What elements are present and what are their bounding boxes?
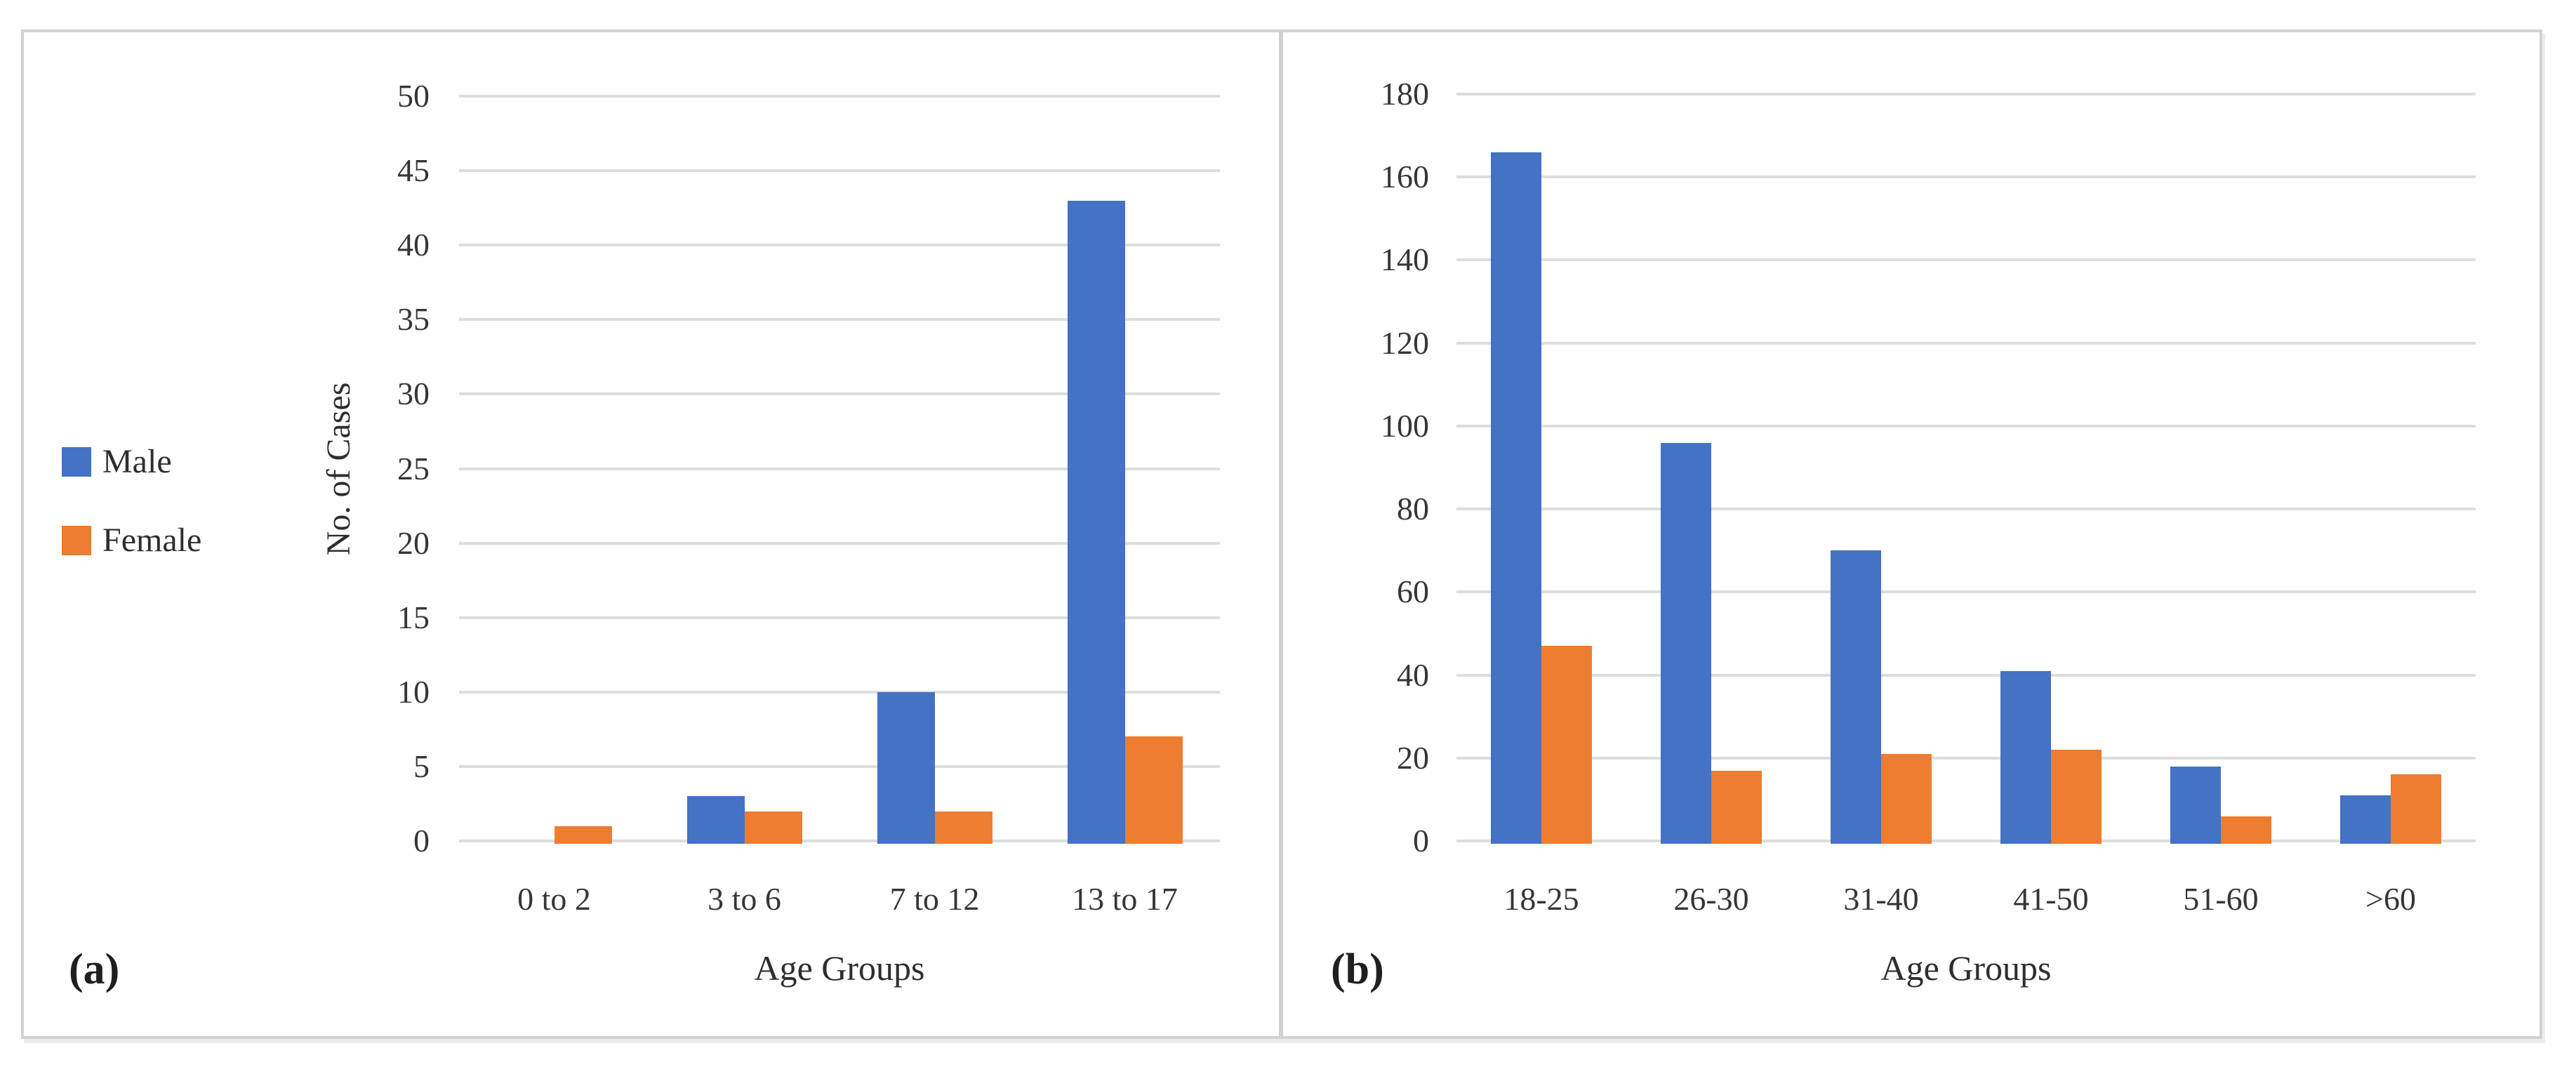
x-axis-title-a: Age Groups xyxy=(754,948,925,988)
y-tick-label-160: 160 xyxy=(1381,159,1429,195)
y-tick-label-5: 5 xyxy=(413,748,430,784)
legend-label-male: Male xyxy=(102,443,172,480)
bar-male->60 xyxy=(2340,795,2391,844)
x-tick-label-41-50: 41-50 xyxy=(2013,881,2089,917)
gridline-y30 xyxy=(459,392,1220,396)
gridline-y180 xyxy=(1456,93,2476,95)
gridline-y80 xyxy=(1456,508,2476,511)
x-tick-label-51-60: 51-60 xyxy=(2183,881,2259,917)
y-tick-label-50: 50 xyxy=(397,78,430,114)
y-tick-label-120: 120 xyxy=(1381,324,1429,361)
male-swatch-icon xyxy=(62,447,91,477)
panel-label-a: (a) xyxy=(69,946,120,993)
bar-male-26-30 xyxy=(1661,442,1711,844)
bar-male-31-40 xyxy=(1831,550,1881,844)
bar-male-41-50 xyxy=(2000,670,2051,844)
y-tick-label-40: 40 xyxy=(397,227,430,263)
panel-divider xyxy=(1279,29,1283,1039)
legend-label-female: Female xyxy=(102,522,202,559)
bar-female-7to12 xyxy=(934,811,992,844)
y-tick-label-30: 30 xyxy=(397,376,430,412)
bar-male-7to12 xyxy=(877,691,935,844)
bar-female-13to17 xyxy=(1124,736,1183,844)
gridline-y10 xyxy=(459,690,1220,694)
y-tick-label-35: 35 xyxy=(397,301,430,338)
gridline-y40 xyxy=(1456,673,2476,677)
gridline-y100 xyxy=(1456,424,2476,428)
y-tick-label-180: 180 xyxy=(1381,76,1429,112)
x-tick-label-7to12: 7 to 12 xyxy=(889,881,980,917)
bar-female-18-25 xyxy=(1541,646,1592,844)
x-tick-label->60: >60 xyxy=(2365,881,2416,917)
x-tick-label-13to17: 13 to 17 xyxy=(1072,881,1178,917)
y-tick-label-60: 60 xyxy=(1397,574,1429,610)
gridline-y15 xyxy=(459,616,1220,619)
gridline-y20 xyxy=(459,541,1220,545)
legend: Male Female xyxy=(62,445,201,602)
bar-female->60 xyxy=(2391,774,2441,844)
gridline-y20 xyxy=(1456,756,2476,760)
bar-female-26-30 xyxy=(1711,770,1762,844)
x-tick-label-3to6: 3 to 6 xyxy=(708,881,781,917)
gridline-y60 xyxy=(1456,590,2476,594)
panel-label-b: (b) xyxy=(1331,946,1384,993)
bar-female-0to2 xyxy=(554,826,612,844)
gridline-y140 xyxy=(1456,258,2476,262)
gridline-y35 xyxy=(459,318,1220,322)
gridline-y45 xyxy=(459,169,1220,173)
gridline-y0 xyxy=(1456,840,2476,842)
gridline-y25 xyxy=(459,467,1220,470)
gridline-y50 xyxy=(459,95,1220,98)
bar-female-41-50 xyxy=(2051,749,2102,844)
gridline-y160 xyxy=(1456,175,2476,179)
bar-female-51-60 xyxy=(2221,816,2271,844)
bar-male-13to17 xyxy=(1067,200,1125,844)
y-tick-label-40: 40 xyxy=(1397,656,1429,693)
legend-item-female: Female xyxy=(62,524,201,557)
bar-male-18-25 xyxy=(1491,152,1541,844)
legend-item-male: Male xyxy=(62,445,201,479)
y-tick-label-80: 80 xyxy=(1397,491,1429,527)
x-tick-label-0to2: 0 to 2 xyxy=(517,881,591,917)
y-tick-label-0: 0 xyxy=(1413,823,1429,859)
bar-male-51-60 xyxy=(2170,766,2221,844)
x-tick-label-31-40: 31-40 xyxy=(1843,881,1919,917)
y-tick-label-20: 20 xyxy=(397,524,430,561)
y-tick-label-25: 25 xyxy=(397,450,430,486)
y-tick-label-20: 20 xyxy=(1397,739,1429,776)
y-tick-label-10: 10 xyxy=(397,673,430,710)
y-tick-label-140: 140 xyxy=(1381,241,1429,278)
y-tick-label-0: 0 xyxy=(413,823,430,859)
bar-female-31-40 xyxy=(1881,753,1932,844)
y-tick-label-100: 100 xyxy=(1381,407,1429,444)
x-axis-title-b: Age Groups xyxy=(1880,948,2052,988)
y-tick-label-45: 45 xyxy=(397,152,430,189)
gridline-y40 xyxy=(459,244,1220,247)
gridline-y120 xyxy=(1456,341,2476,345)
bar-male-3to6 xyxy=(686,796,745,844)
x-tick-label-26-30: 26-30 xyxy=(1673,881,1749,917)
female-swatch-icon xyxy=(62,526,91,555)
gridline-y0 xyxy=(459,840,1220,842)
y-tick-label-15: 15 xyxy=(397,599,430,635)
bar-female-3to6 xyxy=(744,811,802,844)
gridline-y5 xyxy=(459,764,1220,768)
x-tick-label-18-25: 18-25 xyxy=(1503,881,1579,917)
